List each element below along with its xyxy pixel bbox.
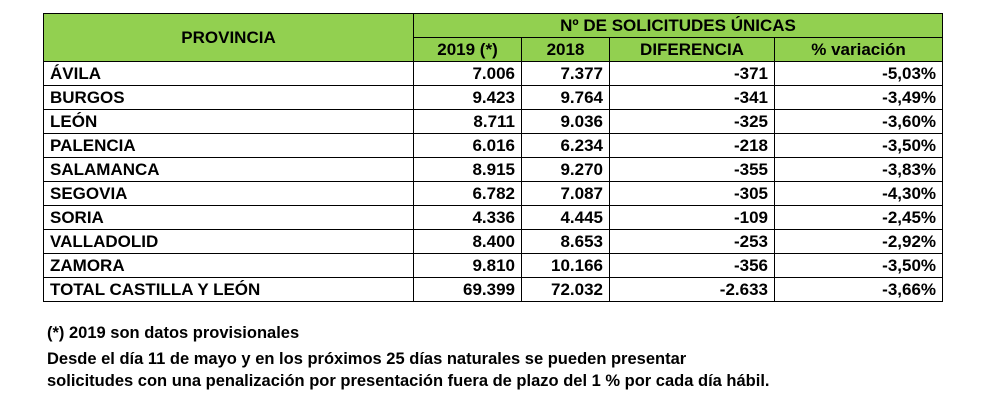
cell-provincia: LEÓN bbox=[43, 109, 414, 134]
cell-2019: 9.810 bbox=[413, 253, 522, 278]
cell-provincia: SORIA bbox=[43, 205, 414, 230]
table-row: SORIA 4.336 4.445 -109 -2,45% bbox=[43, 205, 944, 230]
table-row: VALLADOLID 8.400 8.653 -253 -2,92% bbox=[43, 229, 944, 254]
cell-provincia: ZAMORA bbox=[43, 253, 414, 278]
cell-diferencia: -109 bbox=[609, 205, 775, 230]
cell-2019: 6.016 bbox=[413, 133, 522, 158]
cell-2019: 8.400 bbox=[413, 229, 522, 254]
header-2018: 2018 bbox=[521, 37, 610, 62]
cell-provincia: TOTAL CASTILLA Y LEÓN bbox=[43, 277, 414, 302]
cell-2018: 10.166 bbox=[521, 253, 610, 278]
cell-diferencia: -2.633 bbox=[609, 277, 775, 302]
table-row: ÁVILA 7.006 7.377 -371 -5,03% bbox=[43, 61, 944, 86]
header-2019: 2019 (*) bbox=[413, 37, 522, 62]
header-solicitudes-group: Nº DE SOLICITUDES ÚNICAS bbox=[412, 13, 944, 38]
cell-diferencia: -371 bbox=[609, 61, 775, 86]
note-plazo-line-2: solicitudes con una penalización por pre… bbox=[47, 372, 770, 390]
note-provisional: (*) 2019 son datos provisionales bbox=[47, 324, 300, 342]
cell-2019: 8.915 bbox=[413, 157, 522, 182]
table-body: ÁVILA 7.006 7.377 -371 -5,03% BURGOS 9.423 9.76… bbox=[43, 61, 944, 302]
table-row: SALAMANCA 8.915 9.270 -355 -3,83% bbox=[43, 157, 944, 182]
cell-2019: 8.711 bbox=[413, 109, 522, 134]
cell-2019: 4.336 bbox=[413, 205, 522, 230]
cell-2018: 72.032 bbox=[521, 277, 610, 302]
cell-variacion: -2,45% bbox=[773, 205, 944, 230]
header-row-top: PROVINCIA Nº DE SOLICITUDES ÚNICAS bbox=[43, 13, 944, 62]
cell-provincia: SALAMANCA bbox=[43, 157, 414, 182]
header-row-sub: 2019 (*) 2018 DIFERENCIA % variación bbox=[44, 37, 944, 62]
cell-2019: 6.782 bbox=[413, 181, 522, 206]
cell-provincia: SEGOVIA bbox=[43, 181, 414, 206]
cell-variacion: -3,83% bbox=[773, 157, 944, 182]
cell-provincia: ÁVILA bbox=[43, 61, 414, 86]
table-row: ZAMORA 9.810 10.166 -356 -3,50% bbox=[43, 253, 944, 278]
table-row: SEGOVIA 6.782 7.087 -305 -4,30% bbox=[43, 181, 944, 206]
header-diferencia: DIFERENCIA bbox=[609, 37, 775, 62]
cell-variacion: -3,49% bbox=[773, 85, 944, 110]
note-plazo-line-1: Desde el día 11 de mayo y en los próximo… bbox=[47, 350, 687, 368]
cell-2018: 8.653 bbox=[521, 229, 610, 254]
cell-variacion: -3,66% bbox=[773, 277, 944, 302]
cell-2018: 7.087 bbox=[521, 181, 610, 206]
cell-2018: 9.036 bbox=[521, 109, 610, 134]
cell-variacion: -5,03% bbox=[773, 61, 944, 86]
cell-2018: 4.445 bbox=[521, 205, 610, 230]
cell-variacion: -4,30% bbox=[773, 181, 944, 206]
cell-2018: 6.234 bbox=[521, 133, 610, 158]
cell-diferencia: -355 bbox=[609, 157, 775, 182]
cell-diferencia: -305 bbox=[609, 181, 775, 206]
cell-2018: 9.764 bbox=[521, 85, 610, 110]
cell-diferencia: -356 bbox=[609, 253, 775, 278]
cell-diferencia: -341 bbox=[609, 85, 775, 110]
cell-2019: 9.423 bbox=[413, 85, 522, 110]
cell-diferencia: -253 bbox=[609, 229, 775, 254]
cell-provincia: BURGOS bbox=[43, 85, 414, 110]
solicitudes-table: PROVINCIA Nº DE SOLICITUDES ÚNICAS 2019 … bbox=[43, 13, 944, 302]
table-row: PALENCIA 6.016 6.234 -218 -3,50% bbox=[43, 133, 944, 158]
table-row: LEÓN 8.711 9.036 -325 -3,60% bbox=[43, 109, 944, 134]
cell-provincia: PALENCIA bbox=[43, 133, 414, 158]
notes: (*) 2019 son datos provisionales Desde e… bbox=[47, 322, 770, 392]
cell-2019: 7.006 bbox=[413, 61, 522, 86]
cell-variacion: -2,92% bbox=[773, 229, 944, 254]
header-provincia: PROVINCIA bbox=[43, 13, 414, 62]
cell-provincia: VALLADOLID bbox=[43, 229, 414, 254]
cell-2018: 7.377 bbox=[521, 61, 610, 86]
cell-2018: 9.270 bbox=[521, 157, 610, 182]
cell-diferencia: -325 bbox=[609, 109, 775, 134]
cell-variacion: -3,50% bbox=[773, 133, 944, 158]
cell-variacion: -3,60% bbox=[773, 109, 944, 134]
cell-diferencia: -218 bbox=[609, 133, 775, 158]
header-variacion: % variación bbox=[773, 37, 944, 62]
table-row-total: TOTAL CASTILLA Y LEÓN 69.399 72.032 -2.633-… bbox=[43, 277, 944, 302]
cell-variacion: -3,50% bbox=[773, 253, 944, 278]
cell-2019: 69.399 bbox=[413, 277, 522, 302]
table-row: BURGOS 9.423 9.764 -341 -3,49% bbox=[43, 85, 944, 110]
